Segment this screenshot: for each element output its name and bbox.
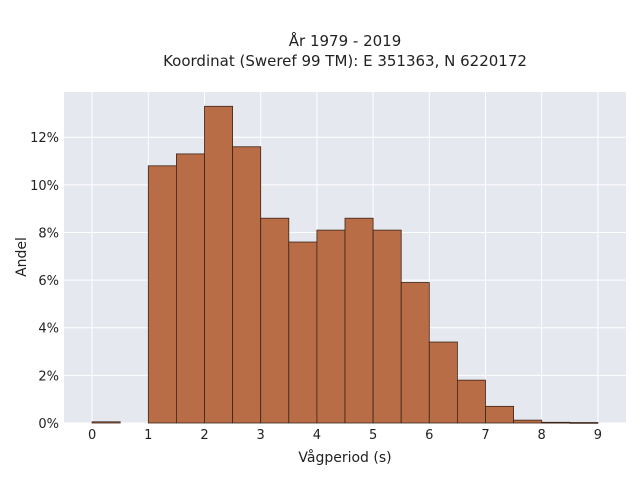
bars-group <box>91 105 599 424</box>
histogram-bar <box>428 341 458 424</box>
y-tick-label: 2% <box>38 369 59 384</box>
histogram-bar <box>344 217 374 424</box>
x-tick-label: 6 <box>425 428 433 443</box>
y-tick-label: 10% <box>30 179 59 194</box>
x-tick-label: 0 <box>88 428 96 443</box>
histogram-bar <box>204 105 234 424</box>
histogram-bar <box>400 282 430 424</box>
x-tick-label: 4 <box>313 428 321 443</box>
x-tick-label: 1 <box>144 428 152 443</box>
x-tick-label: 2 <box>200 428 208 443</box>
x-tick-label: 3 <box>257 428 265 443</box>
chart-title-line-1: År 1979 - 2019 <box>289 31 402 50</box>
histogram-bar <box>147 165 177 424</box>
x-tick-label: 7 <box>481 428 489 443</box>
y-axis-ticks: 0% 2% 4% 6% 8% 10% 12% <box>30 131 59 432</box>
y-tick-label: 6% <box>38 274 59 289</box>
histogram-bar <box>456 379 486 424</box>
x-axis-title: Vågperiod (s) <box>298 449 391 466</box>
histogram-bar <box>232 146 262 424</box>
histogram-bar <box>316 229 346 424</box>
x-tick-label: 9 <box>594 428 602 443</box>
x-axis-ticks: 0 1 2 3 4 5 6 7 8 9 <box>88 428 602 443</box>
y-axis-title: Andel <box>14 237 30 277</box>
histogram-bar <box>175 153 205 424</box>
histogram-bar <box>513 419 543 424</box>
histogram-bar <box>569 422 599 424</box>
histogram-bar <box>91 421 121 424</box>
chart-title-line-2: Koordinat (Sweref 99 TM): E 351363, N 62… <box>163 52 527 70</box>
histogram-bar <box>260 217 290 424</box>
x-tick-label: 5 <box>369 428 377 443</box>
histogram-bar <box>288 241 318 424</box>
y-tick-label: 8% <box>38 226 59 241</box>
x-tick-label: 8 <box>538 428 546 443</box>
y-tick-label: 4% <box>38 322 59 337</box>
histogram-bar <box>541 421 571 424</box>
histogram-bar <box>485 405 515 424</box>
y-tick-label: 0% <box>38 417 59 432</box>
y-tick-label: 12% <box>30 131 59 146</box>
histogram-bar <box>372 229 402 424</box>
